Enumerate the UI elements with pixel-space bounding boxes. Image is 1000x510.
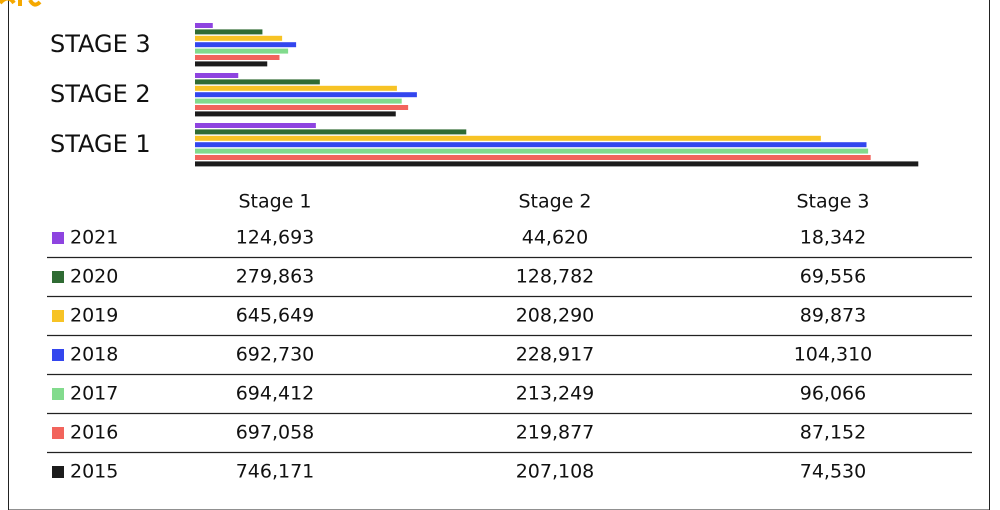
bar (195, 135, 821, 141)
category-label: STAGE 1 (50, 130, 151, 158)
bar (195, 142, 867, 148)
table-cell: 208,290 (516, 305, 595, 327)
legend-label: 2021 (70, 227, 118, 249)
table-cell: 213,249 (516, 383, 595, 405)
bar (195, 42, 297, 48)
bar (195, 61, 268, 67)
bar (195, 123, 316, 128)
category-label: STAGE 2 (50, 80, 151, 108)
bar (195, 161, 919, 167)
bar (195, 148, 869, 154)
clipped-logo (18, 0, 42, 7)
table-cell: 279,863 (236, 266, 315, 288)
legend-swatch (52, 271, 64, 283)
frame (8, 0, 990, 510)
bar (195, 105, 409, 110)
legend-label: 2018 (70, 344, 118, 366)
bar (195, 98, 402, 104)
table-cell: 96,066 (800, 383, 866, 405)
table-cell: 692,730 (236, 344, 315, 366)
table-cell: 104,310 (794, 344, 873, 366)
table-cell: 746,171 (236, 461, 315, 483)
table-cell: 694,412 (236, 383, 315, 405)
legend-swatch (52, 310, 64, 322)
bar (195, 111, 396, 117)
bar (195, 129, 467, 135)
table-cell: 74,530 (800, 461, 866, 483)
table-header: Stage 2 (518, 191, 591, 213)
clipped-logo (0, 0, 16, 5)
legend-swatch (52, 427, 64, 439)
legend-swatch (52, 232, 64, 244)
legend-label: 2019 (70, 305, 118, 327)
table-cell: 87,152 (800, 422, 866, 444)
table-header: Stage 1 (238, 191, 311, 213)
bar (195, 92, 417, 98)
legend-swatch (52, 388, 64, 400)
legend-swatch (52, 349, 64, 361)
bar (195, 155, 871, 160)
bar (195, 55, 280, 60)
table-cell: 44,620 (522, 227, 588, 249)
legend-label: 2015 (70, 461, 118, 483)
table-cell: 219,877 (516, 422, 595, 444)
bar (195, 29, 263, 35)
category-label: STAGE 3 (50, 30, 151, 58)
table-cell: 207,108 (516, 461, 595, 483)
table-cell: 645,649 (236, 305, 315, 327)
table-cell: 228,917 (516, 344, 595, 366)
table-cell: 18,342 (800, 227, 866, 249)
table-cell: 89,873 (800, 305, 866, 327)
legend-label: 2017 (70, 383, 118, 405)
table-cell: 128,782 (516, 266, 595, 288)
bar (195, 48, 289, 54)
table-cell: 124,693 (236, 227, 315, 249)
bar (195, 35, 283, 41)
legend-label: 2016 (70, 422, 118, 444)
table-cell: 69,556 (800, 266, 866, 288)
bar (195, 79, 320, 85)
legend-label: 2020 (70, 266, 118, 288)
bar (195, 23, 213, 28)
legend-swatch (52, 466, 64, 478)
bar (195, 85, 397, 91)
table-cell: 697,058 (236, 422, 315, 444)
bar (195, 73, 239, 78)
table-header: Stage 3 (796, 191, 869, 213)
